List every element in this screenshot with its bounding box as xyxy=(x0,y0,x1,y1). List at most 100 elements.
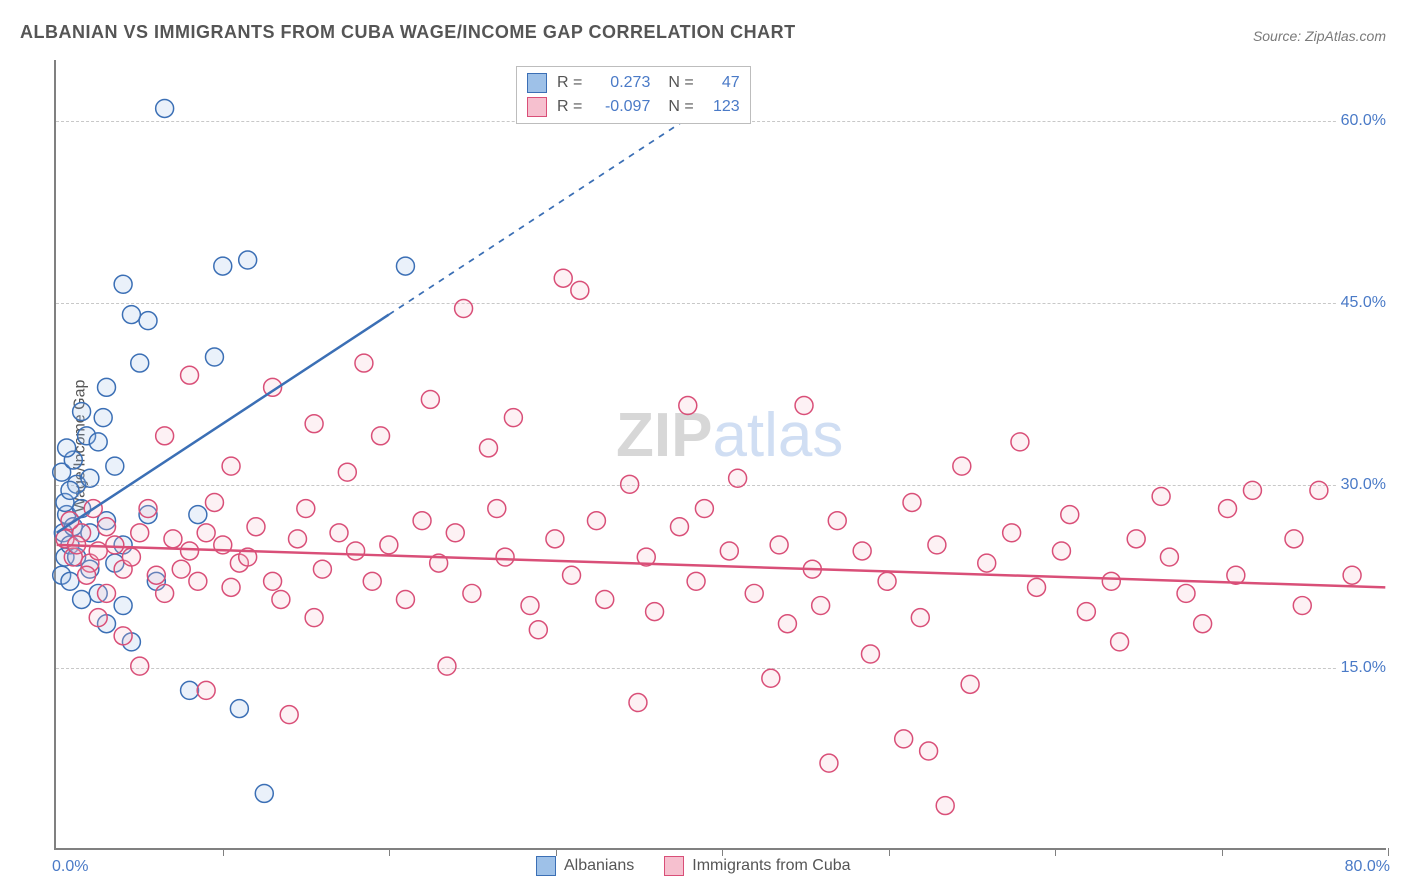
data-point-cuba xyxy=(795,397,813,415)
x-tick xyxy=(556,848,557,856)
data-point-cuba xyxy=(936,797,954,815)
data-point-cuba xyxy=(1028,578,1046,596)
data-point-cuba xyxy=(372,427,390,445)
legend-item-cuba: Immigrants from Cuba xyxy=(664,856,850,876)
data-point-cuba xyxy=(1243,481,1261,499)
data-point-cuba xyxy=(554,269,572,287)
data-point-cuba xyxy=(1111,633,1129,651)
data-point-cuba xyxy=(1343,566,1361,584)
legend-row-cuba: R = -0.097 N = 123 xyxy=(527,95,740,119)
data-point-cuba xyxy=(438,657,456,675)
data-point-cuba xyxy=(89,609,107,627)
source-label: Source: ZipAtlas.com xyxy=(1253,28,1386,44)
data-point-cuba xyxy=(1219,500,1237,518)
data-point-cuba xyxy=(828,512,846,530)
data-point-cuba xyxy=(953,457,971,475)
series-legend: Albanians Immigrants from Cuba xyxy=(536,856,851,876)
swatch-cuba-icon xyxy=(664,856,684,876)
data-point-cuba xyxy=(587,512,605,530)
data-point-cuba xyxy=(446,524,464,542)
data-point-cuba xyxy=(98,584,116,602)
data-point-cuba xyxy=(89,542,107,560)
data-point-cuba xyxy=(621,475,639,493)
data-point-cuba xyxy=(903,494,921,512)
r-value-albanians: 0.273 xyxy=(592,74,650,92)
data-point-cuba xyxy=(156,427,174,445)
x-tick-label-min: 0.0% xyxy=(52,858,88,876)
data-point-cuba xyxy=(745,584,763,602)
n-value-albanians: 47 xyxy=(704,74,740,92)
data-point-cuba xyxy=(264,572,282,590)
legend-label-albanians: Albanians xyxy=(564,857,634,875)
data-point-cuba xyxy=(1194,615,1212,633)
data-point-cuba xyxy=(1011,433,1029,451)
x-tick xyxy=(389,848,390,856)
data-point-cuba xyxy=(853,542,871,560)
r-label: R = xyxy=(557,98,582,116)
swatch-cuba xyxy=(527,97,547,117)
x-tick xyxy=(1222,848,1223,856)
data-point-albanians xyxy=(94,409,112,427)
data-point-cuba xyxy=(521,597,539,615)
data-point-cuba xyxy=(197,524,215,542)
data-point-cuba xyxy=(770,536,788,554)
data-point-albanians xyxy=(114,597,132,615)
data-point-albanians xyxy=(106,457,124,475)
data-point-cuba xyxy=(172,560,190,578)
data-point-albanians xyxy=(239,251,257,269)
data-point-cuba xyxy=(98,518,116,536)
data-point-cuba xyxy=(778,615,796,633)
data-point-albanians xyxy=(114,275,132,293)
x-tick xyxy=(722,848,723,856)
data-point-cuba xyxy=(762,669,780,687)
data-point-cuba xyxy=(729,469,747,487)
scatter-plot-svg xyxy=(56,60,1386,848)
data-point-cuba xyxy=(205,494,223,512)
data-point-cuba xyxy=(820,754,838,772)
data-point-albanians xyxy=(122,306,140,324)
data-point-cuba xyxy=(679,397,697,415)
data-point-albanians xyxy=(61,572,79,590)
x-tick xyxy=(889,848,890,856)
x-tick xyxy=(1055,848,1056,856)
data-point-cuba xyxy=(413,512,431,530)
data-point-cuba xyxy=(1293,597,1311,615)
data-point-cuba xyxy=(164,530,182,548)
data-point-cuba xyxy=(396,590,414,608)
data-point-albanians xyxy=(214,257,232,275)
data-point-cuba xyxy=(861,645,879,663)
data-point-cuba xyxy=(131,657,149,675)
plot-area: 15.0%30.0%45.0%60.0% ZIPatlas R = 0.273 … xyxy=(54,60,1386,850)
data-point-cuba xyxy=(189,572,207,590)
data-point-albanians xyxy=(61,481,79,499)
legend-label-cuba: Immigrants from Cuba xyxy=(692,857,850,875)
data-point-cuba xyxy=(878,572,896,590)
data-point-cuba xyxy=(347,542,365,560)
x-tick xyxy=(1388,848,1389,856)
data-point-cuba xyxy=(463,584,481,602)
data-point-albanians xyxy=(89,433,107,451)
data-point-albanians xyxy=(73,590,91,608)
data-point-cuba xyxy=(122,548,140,566)
r-label: R = xyxy=(557,74,582,92)
data-point-cuba xyxy=(571,281,589,299)
x-tick-label-max: 80.0% xyxy=(1345,858,1390,876)
data-point-cuba xyxy=(380,536,398,554)
data-point-cuba xyxy=(480,439,498,457)
data-point-cuba xyxy=(812,597,830,615)
data-point-cuba xyxy=(222,578,240,596)
data-point-cuba xyxy=(488,500,506,518)
data-point-cuba xyxy=(596,590,614,608)
data-point-cuba xyxy=(330,524,348,542)
data-point-cuba xyxy=(695,500,713,518)
data-point-cuba xyxy=(289,530,307,548)
data-point-cuba xyxy=(114,627,132,645)
data-point-cuba xyxy=(687,572,705,590)
data-point-albanians xyxy=(396,257,414,275)
n-label: N = xyxy=(668,98,693,116)
data-point-albanians xyxy=(98,378,116,396)
data-point-albanians xyxy=(58,439,76,457)
data-point-albanians xyxy=(189,506,207,524)
data-point-cuba xyxy=(928,536,946,554)
data-point-cuba xyxy=(197,681,215,699)
